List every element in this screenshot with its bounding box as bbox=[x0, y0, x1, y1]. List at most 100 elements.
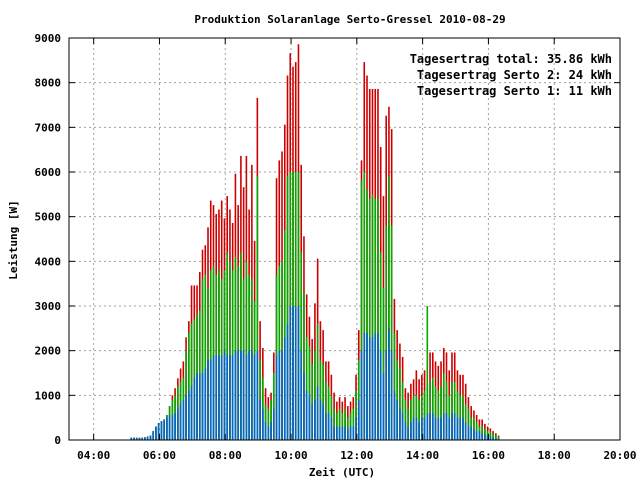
bar bbox=[440, 386, 442, 440]
bar bbox=[294, 306, 297, 440]
bar bbox=[311, 364, 313, 440]
x-axis-ticks: 04:00 06:00 08:00 10:00 12:00 14:00 16:00 18:00… bbox=[77, 38, 637, 462]
bar bbox=[229, 261, 231, 440]
bar bbox=[344, 408, 346, 440]
bar bbox=[319, 399, 322, 440]
bar bbox=[385, 350, 387, 440]
bar bbox=[322, 364, 324, 440]
bar bbox=[445, 381, 448, 440]
bar bbox=[379, 350, 382, 440]
bar bbox=[308, 395, 311, 440]
grid-lines bbox=[69, 38, 620, 440]
bar bbox=[273, 373, 275, 440]
bar bbox=[399, 408, 401, 440]
bar bbox=[303, 373, 305, 440]
bar bbox=[297, 306, 300, 440]
bar bbox=[363, 172, 366, 440]
y-tick-label: 5000 bbox=[35, 211, 62, 224]
bar bbox=[473, 428, 475, 440]
bar bbox=[237, 350, 239, 440]
bar bbox=[259, 399, 261, 440]
bar bbox=[188, 332, 190, 440]
bar bbox=[292, 306, 294, 440]
bar bbox=[226, 355, 228, 440]
bar bbox=[201, 279, 204, 440]
bar bbox=[379, 252, 382, 440]
bar bbox=[234, 256, 237, 440]
bar bbox=[240, 252, 242, 440]
bar bbox=[144, 437, 146, 440]
bar bbox=[248, 350, 250, 440]
bar bbox=[355, 417, 357, 440]
bar bbox=[429, 413, 431, 440]
bar bbox=[464, 422, 467, 440]
bar bbox=[207, 359, 209, 440]
bar bbox=[390, 350, 393, 440]
bar bbox=[185, 395, 187, 440]
y-tick-label: 2000 bbox=[35, 345, 62, 358]
bar bbox=[470, 426, 472, 440]
bar bbox=[357, 399, 360, 440]
y-tick-label: 4000 bbox=[35, 255, 62, 268]
y-tick-label: 3000 bbox=[35, 300, 62, 313]
bar bbox=[196, 373, 198, 440]
bar bbox=[201, 373, 204, 440]
chart-title: Produktion Solaranlage Serto-Gressel 201… bbox=[194, 13, 505, 26]
bar bbox=[451, 413, 453, 440]
bar bbox=[270, 399, 272, 440]
bar bbox=[366, 332, 368, 440]
bar bbox=[352, 408, 355, 440]
bar bbox=[401, 413, 404, 440]
bar bbox=[401, 381, 404, 440]
bar bbox=[289, 306, 292, 440]
y-tick-label: 0 bbox=[54, 434, 61, 447]
x-tick-label: 06:00 bbox=[143, 449, 176, 462]
bar bbox=[157, 423, 160, 440]
bar bbox=[135, 437, 138, 440]
bar bbox=[220, 355, 223, 440]
bar bbox=[267, 408, 270, 440]
bar bbox=[229, 355, 231, 440]
x-tick-label: 20:00 bbox=[603, 449, 636, 462]
bar bbox=[204, 368, 207, 440]
bar bbox=[442, 373, 445, 440]
bar bbox=[448, 417, 451, 440]
bar bbox=[442, 413, 445, 440]
bar bbox=[212, 355, 215, 440]
y-tick-label: 1000 bbox=[35, 389, 62, 402]
bar bbox=[218, 355, 220, 440]
bar bbox=[262, 408, 264, 440]
bar bbox=[486, 435, 489, 440]
x-tick-label: 18:00 bbox=[538, 449, 571, 462]
bar bbox=[338, 408, 341, 440]
bar bbox=[374, 332, 377, 440]
bar bbox=[338, 426, 341, 440]
bar bbox=[273, 408, 275, 440]
bar bbox=[415, 417, 418, 440]
bar bbox=[270, 422, 272, 440]
bar bbox=[325, 413, 327, 440]
bar bbox=[251, 350, 253, 440]
bar bbox=[492, 437, 494, 440]
bar bbox=[390, 225, 393, 440]
bar bbox=[421, 417, 423, 440]
bar bbox=[314, 399, 316, 440]
bar bbox=[283, 337, 286, 440]
legend-entry: Tagesertrag Serto 1: 11 kWh bbox=[417, 84, 612, 98]
bar bbox=[429, 381, 431, 440]
bar bbox=[179, 404, 182, 440]
bar bbox=[286, 323, 289, 440]
bar bbox=[209, 270, 212, 440]
bar bbox=[423, 390, 426, 440]
bar bbox=[305, 390, 308, 440]
bar bbox=[177, 408, 179, 440]
bar bbox=[253, 355, 256, 440]
bar bbox=[240, 350, 242, 440]
bar bbox=[382, 288, 385, 440]
bar bbox=[399, 368, 401, 440]
bar bbox=[451, 381, 453, 440]
bar bbox=[278, 350, 281, 440]
bar bbox=[407, 426, 409, 440]
bar bbox=[484, 434, 486, 440]
y-tick-label: 7000 bbox=[35, 121, 62, 134]
